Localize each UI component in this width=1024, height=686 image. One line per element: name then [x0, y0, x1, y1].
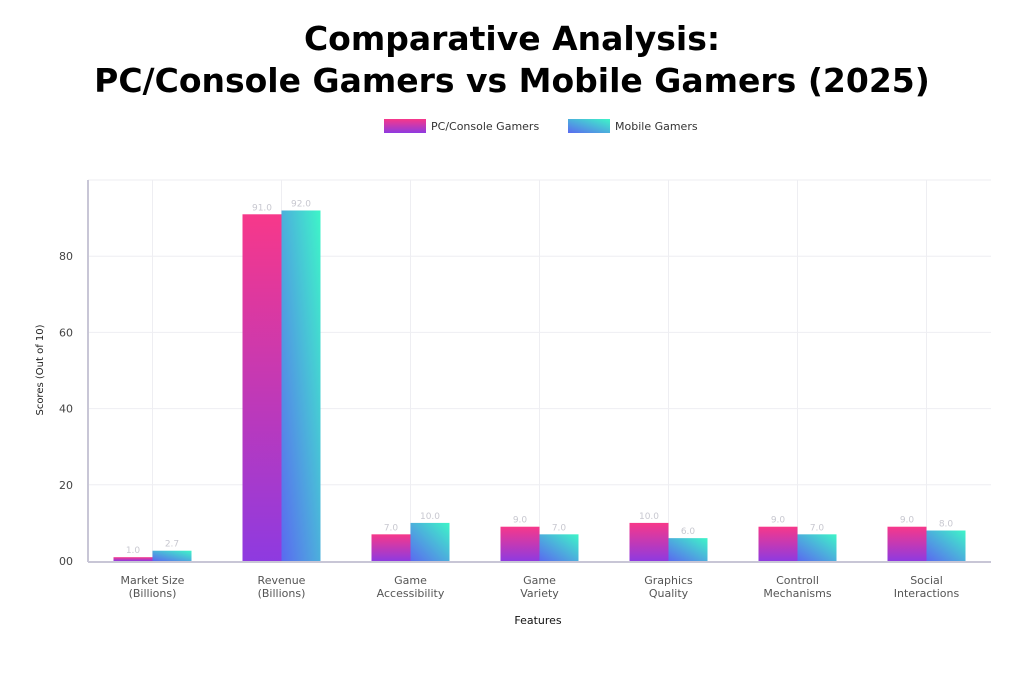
bar-pc-console	[758, 526, 798, 561]
legend-label: Mobile Gamers	[615, 120, 698, 133]
bar-mobile	[926, 530, 966, 561]
data-label: 91.0	[252, 203, 272, 213]
data-label: 10.0	[420, 512, 440, 522]
x-tick-label: Graphics	[644, 574, 693, 587]
data-label: 7.0	[552, 523, 567, 533]
data-label: 9.0	[900, 516, 915, 526]
bar-pc-console	[500, 526, 540, 561]
bar-mobile	[281, 210, 321, 562]
data-label: 9.0	[771, 516, 786, 526]
x-tick-label: (Billions)	[258, 587, 306, 600]
x-tick-label: Mechanisms	[763, 587, 831, 600]
bar-mobile	[797, 534, 837, 561]
data-label: 9.0	[513, 516, 528, 526]
x-tick-label: Social	[910, 574, 943, 587]
y-tick-label: 40	[59, 403, 73, 416]
x-tick-label: Variety	[520, 587, 559, 600]
bar-pc-console	[113, 557, 153, 561]
y-tick-label: 00	[59, 555, 73, 568]
y-tick-label: 80	[59, 250, 73, 263]
x-tick-label: Accessibility	[377, 587, 445, 600]
x-tick-label: (Billions)	[129, 587, 177, 600]
bar-mobile	[410, 522, 450, 561]
bar-pc-console	[371, 534, 411, 561]
bar-mobile	[668, 538, 708, 561]
bar-pc-console	[887, 526, 927, 561]
bar-pc-console	[242, 214, 282, 562]
legend-swatch	[568, 119, 610, 133]
x-tick-label: Quality	[649, 587, 689, 600]
y-axis-title: Scores (Out of 10)	[35, 324, 46, 415]
x-axis-title: Features	[514, 614, 562, 627]
data-label: 10.0	[639, 512, 659, 522]
x-tick-label: Game	[523, 574, 556, 587]
data-label: 7.0	[384, 523, 399, 533]
data-label: 92.0	[291, 199, 311, 209]
data-label: 2.7	[165, 540, 179, 550]
bar-pc-console	[629, 522, 669, 561]
data-label: 1.0	[126, 546, 141, 556]
x-tick-label: Controll	[776, 574, 819, 587]
bar-mobile	[539, 534, 579, 561]
data-label: 8.0	[939, 520, 954, 530]
data-label: 6.0	[681, 527, 696, 537]
bar-mobile	[152, 550, 192, 561]
chart-title: Comparative Analysis:	[303, 19, 721, 58]
x-tick-label: Revenue	[258, 574, 306, 587]
y-tick-label: 60	[59, 326, 73, 339]
x-tick-label: Interactions	[894, 587, 960, 600]
legend-label: PC/Console Gamers	[431, 120, 539, 133]
x-tick-label: Market Size	[121, 574, 185, 587]
chart-subtitle: PC/Console Gamers vs Mobile Gamers (2025…	[94, 61, 930, 100]
data-label: 7.0	[810, 523, 825, 533]
legend-swatch	[384, 119, 426, 133]
x-tick-label: Game	[394, 574, 427, 587]
y-tick-label: 20	[59, 479, 73, 492]
